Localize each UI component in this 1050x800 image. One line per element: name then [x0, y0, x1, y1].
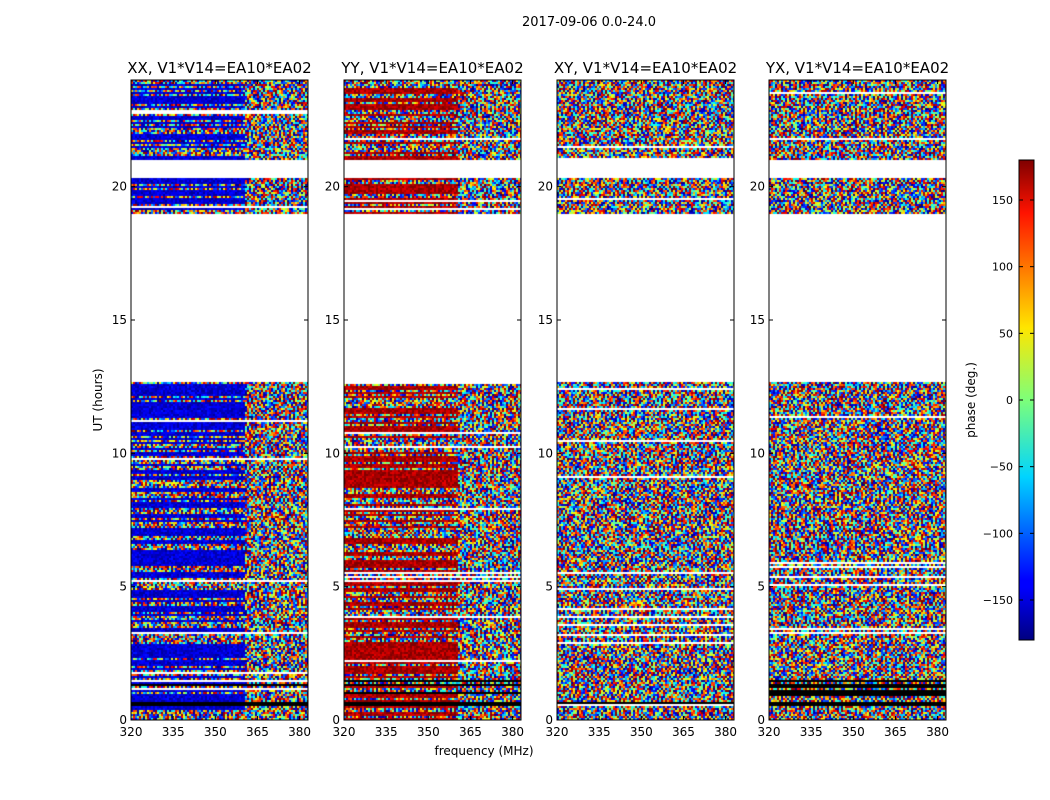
y-tick-label: 10 [112, 446, 127, 460]
panel-frame [343, 79, 522, 721]
y-tick-label: 0 [545, 713, 553, 727]
x-tick-label: 335 [588, 725, 611, 739]
y-tick-label: 20 [750, 180, 765, 194]
y-tick-label: 5 [757, 580, 765, 594]
heatmap-image-1 [344, 80, 521, 720]
panel-frame [768, 79, 947, 721]
x-tick-label: 350 [417, 725, 440, 739]
x-tick-label: 350 [204, 725, 227, 739]
x-tick-label: 350 [842, 725, 865, 739]
y-tick-label: 20 [538, 180, 553, 194]
colorbar-tick-label: −50 [990, 461, 1013, 474]
x-tick-label: 380 [926, 725, 949, 739]
y-tick-label: 5 [545, 580, 553, 594]
colorbar-tick-label: 50 [999, 327, 1013, 340]
y-tick-label: 10 [538, 446, 553, 460]
panel-title: YY, V1*V14=EA10*EA02 [340, 59, 523, 77]
panel-title: XY, V1*V14=EA10*EA02 [554, 59, 737, 77]
colorbar-tick-label: −150 [983, 594, 1013, 607]
x-tick-label: 320 [120, 725, 143, 739]
panel-2: XY, V1*V14=EA10*EA02 320 335 350 365 380 0 5 10 1… [538, 59, 737, 739]
panel-1: YY, V1*V14=EA10*EA02 320 335 350 365 380 0 5 10 1… [325, 59, 524, 739]
y-tick-label: 0 [119, 713, 127, 727]
y-tick-label: 10 [750, 446, 765, 460]
x-tick-label: 335 [375, 725, 398, 739]
colorbar-tick-label: −100 [983, 527, 1013, 540]
heatmap-image-0 [131, 80, 308, 720]
x-tick-label: 320 [333, 725, 356, 739]
colorbar-tick-label: 0 [1006, 394, 1013, 407]
y-tick-label: 0 [332, 713, 340, 727]
y-axis-label: UT (hours) [91, 368, 105, 431]
x-tick-label: 380 [501, 725, 524, 739]
figure-suptitle: 2017-09-06 0.0-24.0 [522, 15, 656, 30]
y-tick-label: 15 [112, 313, 127, 327]
panel-frame [556, 79, 735, 721]
x-tick-label: 350 [630, 725, 653, 739]
x-tick-label: 320 [758, 725, 781, 739]
heatmap-image-3 [769, 80, 946, 720]
x-tick-label: 335 [800, 725, 823, 739]
y-tick-label: 10 [325, 446, 340, 460]
y-tick-label: 20 [325, 180, 340, 194]
y-tick-label: 0 [757, 713, 765, 727]
x-tick-label: 380 [714, 725, 737, 739]
x-tick-label: 365 [672, 725, 695, 739]
colorbar-ticks: 150 100 50 0 −50 −100 −150 [983, 194, 1034, 607]
colorbar-tick-label: 100 [992, 261, 1013, 274]
panels: XX, V1*V14=EA10*EA02 320 335 350 365 380 0 5 10 1… [112, 59, 949, 739]
x-tick-label: 365 [246, 725, 269, 739]
x-axis-label: frequency (MHz) [434, 744, 533, 758]
x-tick-label: 320 [546, 725, 569, 739]
y-tick-label: 15 [538, 313, 553, 327]
y-tick-label: 20 [112, 180, 127, 194]
y-tick-label: 5 [332, 580, 340, 594]
panel-title: YX, V1*V14=EA10*EA02 [765, 59, 949, 77]
heatmap-image-2 [557, 80, 734, 720]
x-tick-label: 365 [884, 725, 907, 739]
x-tick-label: 335 [162, 725, 185, 739]
x-tick-label: 365 [459, 725, 482, 739]
colorbar-label: phase (deg.) [964, 362, 978, 438]
panel-title: XX, V1*V14=EA10*EA02 [127, 59, 311, 77]
y-tick-label: 15 [750, 313, 765, 327]
panel-0: XX, V1*V14=EA10*EA02 320 335 350 365 380 0 5 10 1… [112, 59, 312, 739]
x-tick-label: 380 [288, 725, 311, 739]
colorbar: 150 100 50 0 −50 −100 −150 phase (deg.) [964, 159, 1035, 641]
y-tick-label: 15 [325, 313, 340, 327]
panel-frame [130, 79, 309, 721]
y-tick-label: 5 [119, 580, 127, 594]
panel-3: YX, V1*V14=EA10*EA02 320 335 350 365 380 0 5 10 1… [750, 59, 949, 739]
colorbar-tick-label: 150 [992, 194, 1013, 207]
